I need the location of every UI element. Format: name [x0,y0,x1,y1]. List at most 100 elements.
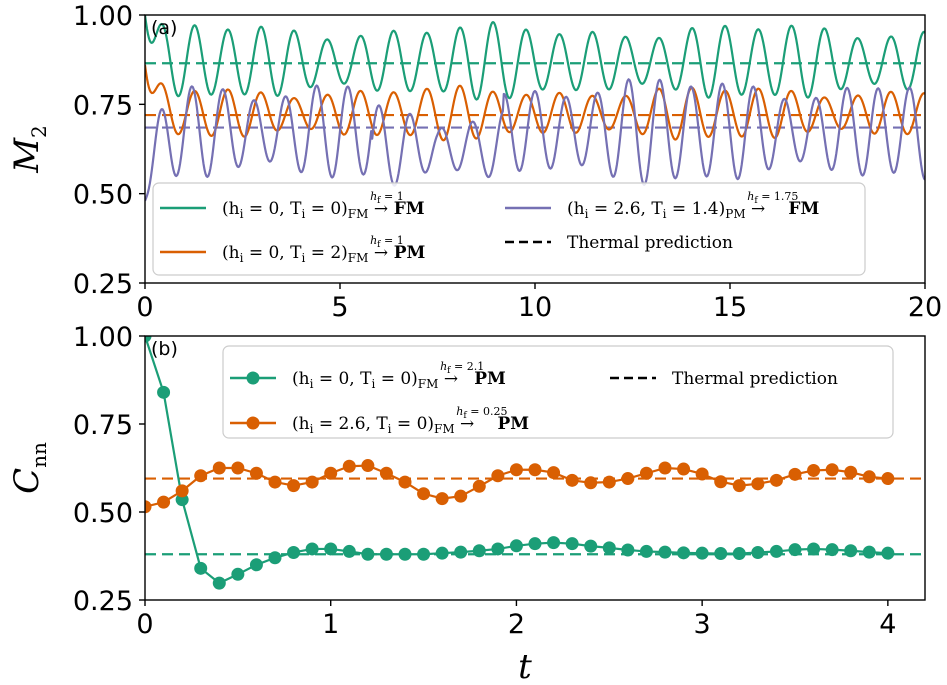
data-point-1-0 [145,500,152,514]
data-point-1-13 [379,466,393,480]
x-tick-label: 0 [136,609,153,640]
series-line-2 [145,78,925,202]
data-point-1-27 [639,466,653,480]
data-point-1-24 [584,476,598,490]
data-point-1-9 [305,475,319,489]
data-point-1-23 [565,473,579,487]
data-point-0-12 [361,547,375,561]
panel-label: (b) [151,338,178,360]
data-point-0-17 [454,545,468,559]
data-point-0-33 [751,545,765,559]
data-point-0-20 [509,539,523,553]
data-point-1-5 [231,461,245,475]
axes-frame [144,335,926,601]
data-point-0-22 [547,536,561,550]
data-point-0-16 [435,546,449,560]
data-point-0-31 [714,547,728,561]
data-point-1-31 [714,475,728,489]
legend-box [222,345,894,439]
data-point-1-40 [881,472,895,486]
data-point-1-4 [212,461,226,475]
series-line-1 [145,64,925,142]
data-point-1-36 [807,463,821,477]
y-tick-label: 1.00 [73,1,133,32]
data-point-1-39 [862,470,876,484]
data-point-1-32 [732,479,746,493]
data-point-1-22 [547,466,561,480]
x-tick-label: 20 [908,292,942,323]
y-axis-label: M2 [7,125,51,174]
x-tick-label: 5 [331,292,348,323]
axes-frame [144,14,926,284]
data-point-1-6 [249,466,263,480]
legend-marker-1 [246,416,260,430]
legend-label-thermal: Thermal prediction [672,369,838,389]
data-point-1-1 [157,495,171,509]
data-point-1-33 [751,477,765,491]
data-point-0-6 [249,558,263,572]
data-point-1-34 [769,473,783,487]
data-point-0-25 [602,541,616,555]
data-point-1-12 [361,459,375,473]
plot-area [145,15,925,202]
data-point-0-32 [732,547,746,561]
legend-box [152,182,866,276]
data-point-0-13 [379,547,393,561]
x-tick-label: 1 [322,609,339,640]
data-point-0-18 [472,544,486,558]
data-point-0-36 [807,542,821,556]
data-point-1-2 [175,484,189,498]
data-point-1-14 [398,475,412,489]
data-point-0-27 [639,544,653,558]
data-point-0-40 [881,546,895,560]
data-point-0-11 [342,544,356,558]
legend-label-0: (hi = 0, Ti = 0)FM →hf = 2.1 PM [292,360,506,391]
data-point-0-23 [565,537,579,551]
data-point-1-19 [491,469,505,483]
data-point-1-17 [454,489,468,503]
y-tick-label: 0.75 [73,410,133,441]
data-point-0-9 [305,542,319,556]
data-point-0-8 [287,545,301,559]
y-tick-label: 0.75 [73,90,133,121]
data-point-0-19 [491,542,505,556]
data-point-0-7 [268,551,282,565]
legend-label-2: (hi = 2.6, Ti = 1.4)PM →hf = 1.75 FM [567,190,819,221]
legend: (hi = 0, Ti = 0)FM →hf = 2.1 PM (hi = 2.6,… [222,345,894,439]
panel-a: 0 5 10 15 20 0.25 0.50 0.75 1.00 (a) M2 (hi = 0, Ti… [7,1,942,323]
y-tick-label: 0.50 [73,180,133,211]
data-point-0-34 [769,544,783,558]
data-point-1-28 [658,461,672,475]
data-point-1-15 [417,487,431,501]
data-point-1-26 [621,472,635,486]
x-tick-label: 0 [136,292,153,323]
panel-b: 0 1 2 3 4 0.25 0.50 0.75 1.00 (b) Cnn t (hi = 0, Ti … [7,322,926,685]
data-point-1-11 [342,459,356,473]
data-point-0-5 [231,567,245,581]
data-point-0-26 [621,543,635,557]
y-tick-label: 0.25 [73,269,133,300]
data-point-1-7 [268,475,282,489]
y-tick-label: 0.25 [73,586,133,617]
x-tick-label: 4 [879,609,896,640]
data-point-1-3 [194,469,208,483]
data-point-1-18 [472,479,486,493]
plot-area [145,336,925,590]
y-axis-label: Cnn [7,442,51,494]
data-point-0-37 [825,543,839,557]
data-point-1-29 [677,462,691,476]
x-tick-label: 10 [518,292,552,323]
data-point-0-10 [324,542,338,556]
data-point-0-3 [194,561,208,575]
data-point-1-35 [788,467,802,481]
data-point-0-0 [145,336,152,343]
data-point-0-15 [417,547,431,561]
data-point-1-16 [435,492,449,506]
legend-label-thermal: Thermal prediction [567,233,733,253]
data-point-0-28 [658,545,672,559]
series-line-0 [145,15,925,101]
data-point-0-38 [844,544,858,558]
data-point-0-4 [212,576,226,590]
x-tick-label: 15 [713,292,747,323]
